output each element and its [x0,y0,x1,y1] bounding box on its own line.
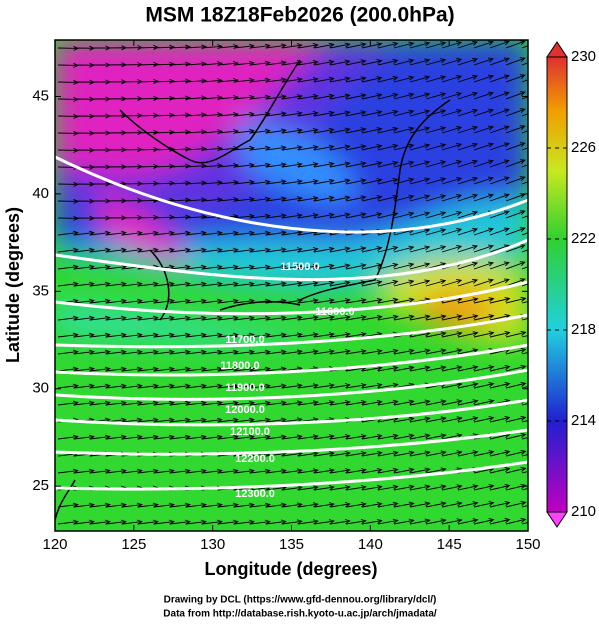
y-tick-label: 30 [32,380,49,397]
colorbar-extend-bottom [546,511,568,528]
contour-line [55,280,528,316]
wind-arrow-row [57,398,528,406]
contour-label: 12100.0 [230,426,270,438]
contour-line [55,343,528,377]
colorbar-tick-label: 218 [571,321,596,338]
x-tick-label: 150 [515,536,540,553]
contour-line [55,368,528,401]
x-tick-label: 140 [358,536,383,553]
contour-label: 12000.0 [225,404,265,416]
x-tick-label: 125 [121,536,146,553]
contour-line [55,428,528,456]
footer-line: Data from http://database.rish.kyoto-u.a… [163,609,437,620]
wind-arrow-row [57,381,528,389]
wind-arrow-row [57,159,528,170]
contour-line [55,460,528,491]
wind-arrow-row [57,278,528,287]
contour-label: 12300.0 [235,488,275,500]
colorbar-extend-top [546,41,568,58]
x-tick-label: 130 [200,536,225,553]
wind-arrow-row [57,57,528,68]
contour-label: 11700.0 [225,334,264,346]
wind-arrow-row [57,261,528,270]
contour-line [55,313,528,349]
wind-arrow-row [57,142,528,153]
wind-arrow-row [57,125,528,136]
contour-label: 11800.0 [220,360,259,372]
x-axis-label: Longitude (degrees) [204,559,377,579]
contour-line [55,155,528,234]
y-axis-label: Latitude (degrees) [3,207,23,363]
colorbar-tick-label: 222 [571,230,596,247]
y-tick-label: 40 [32,185,49,202]
contour-label: 11500.0 [280,261,319,273]
wind-arrow-row [57,40,528,51]
contour-label: 11900.0 [225,382,264,394]
coastlines [55,59,451,521]
field [55,40,528,531]
wind-arrow-row [57,517,528,525]
contour-label: 11600.0 [315,306,354,318]
x-tick-label: 120 [42,536,67,553]
wind-arrow-row [57,466,528,474]
footer-line: Drawing by DCL (https://www.gfd-dennou.o… [164,595,437,606]
wind-arrow-row [57,244,528,253]
y-tick-label: 25 [32,477,49,494]
x-tick-label: 135 [279,536,304,553]
colorbar-tick-label: 226 [571,139,596,156]
wind-arrow-row [57,193,528,204]
contour-line [55,398,528,427]
colorbar-tick-label: 214 [571,412,596,429]
colorbar-tick-label: 230 [571,48,596,65]
contour-line [55,238,528,282]
wind-arrow-row [57,74,528,85]
title: MSM 18Z18Feb2026 (200.0hPa) [145,4,454,27]
wind-arrow-row [57,108,528,119]
wind-arrow-row [57,313,528,321]
y-tick-label: 35 [32,282,49,299]
x-tick-label: 145 [437,536,462,553]
y-tick-label: 45 [32,87,49,104]
colorbar-tick-label: 210 [571,503,596,520]
contours [55,155,528,491]
contour-label: 12200.0 [235,453,275,465]
colorbar [546,56,568,513]
wind-arrow-row [57,500,528,508]
